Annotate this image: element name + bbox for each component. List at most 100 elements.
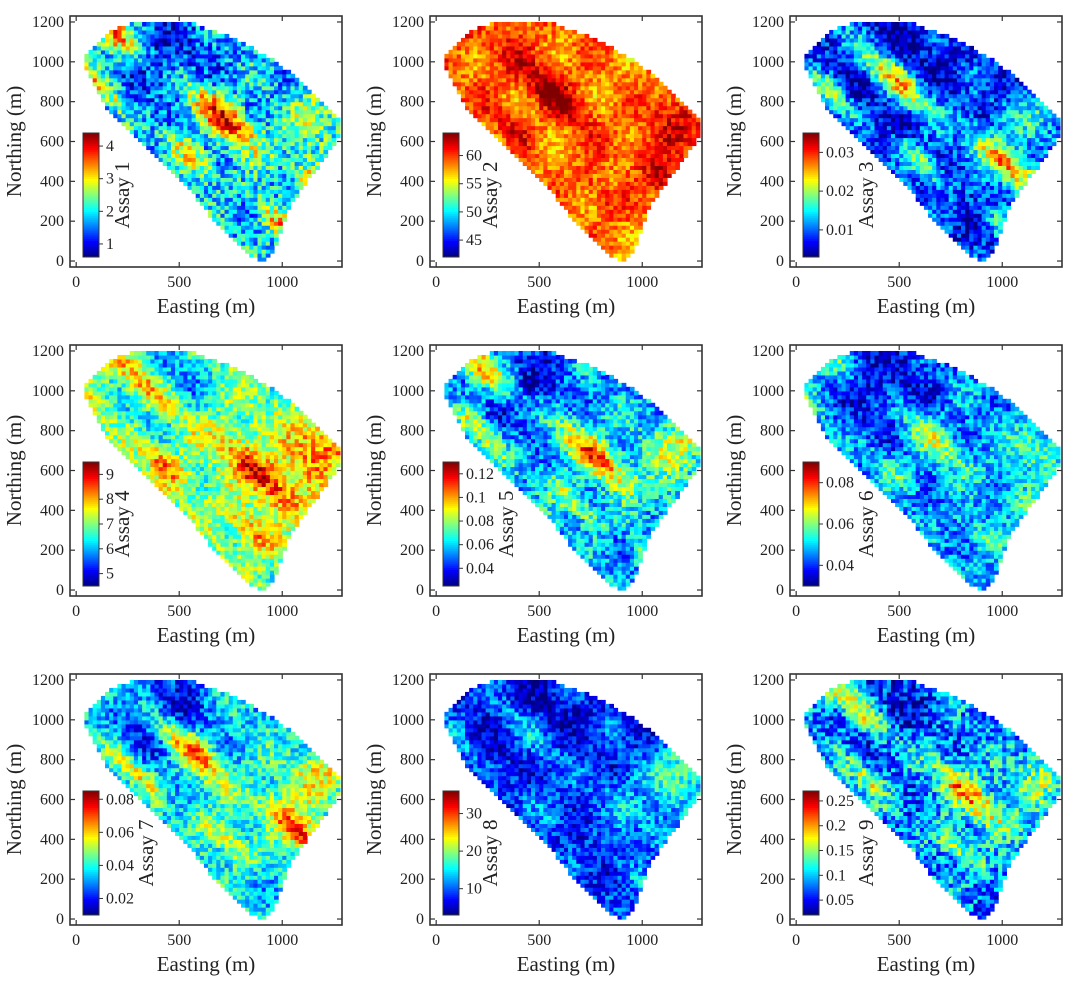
heatmap-cell	[874, 54, 879, 59]
heatmap-cell	[299, 86, 304, 91]
heatmap-cell	[556, 149, 561, 154]
heatmap-cell	[142, 70, 147, 75]
heatmap-cell	[233, 74, 238, 79]
heatmap-cell	[618, 221, 623, 226]
heatmap-cell	[527, 54, 532, 59]
heatmap-cell	[225, 82, 230, 87]
heatmap-cell	[262, 106, 267, 111]
heatmap-cell	[870, 30, 875, 35]
heatmap-cell	[494, 46, 499, 51]
heatmap-cell	[638, 110, 643, 115]
heatmap-cell	[543, 46, 548, 51]
heatmap-cell	[593, 82, 598, 87]
heatmap-cell	[229, 98, 234, 103]
heatmap-cell	[175, 90, 180, 95]
heatmap-cell	[679, 149, 684, 154]
heatmap-cell	[634, 74, 639, 79]
heatmap-cell	[163, 130, 168, 135]
heatmap-cell	[134, 98, 139, 103]
heatmap-cell	[249, 98, 254, 103]
heatmap-cell	[138, 114, 143, 119]
heatmap-cell	[134, 78, 139, 83]
heatmap-cell	[249, 221, 254, 226]
heatmap-cell	[613, 181, 618, 186]
heatmap-cell	[311, 165, 316, 170]
heatmap-cell	[278, 66, 283, 71]
heatmap-cell	[527, 70, 532, 75]
heatmap-cell	[282, 98, 287, 103]
heatmap-cell	[490, 118, 495, 123]
heatmap-cell	[461, 90, 466, 95]
heatmap-cell	[290, 165, 295, 170]
heatmap-cell	[212, 78, 217, 83]
heatmap-cell	[870, 22, 875, 27]
heatmap-cell	[179, 90, 184, 95]
heatmap-cell	[225, 78, 230, 83]
heatmap-cell	[519, 90, 524, 95]
heatmap-cell	[879, 98, 884, 103]
heatmap-cell	[245, 86, 250, 91]
heatmap-cell	[655, 173, 660, 178]
heatmap-cell	[307, 173, 312, 178]
heatmap-cell	[241, 229, 246, 234]
heatmap-cell	[613, 142, 618, 147]
heatmap-cell	[891, 142, 896, 147]
heatmap-cell	[130, 58, 135, 63]
heatmap-cell	[605, 66, 610, 71]
heatmap-cell	[846, 126, 851, 131]
heatmap-cell	[539, 177, 544, 182]
heatmap-cell	[237, 213, 242, 218]
heatmap-cell	[266, 169, 271, 174]
heatmap-cell	[97, 46, 102, 51]
heatmap-cell	[829, 78, 834, 83]
heatmap-cell	[295, 130, 300, 135]
heatmap-cell	[626, 189, 631, 194]
heatmap-cell	[494, 106, 499, 111]
heatmap-cell	[216, 185, 221, 190]
heatmap-cell	[204, 161, 209, 166]
heatmap-cell	[895, 54, 900, 59]
heatmap-cell	[605, 58, 610, 63]
heatmap-cell	[642, 114, 647, 119]
heatmap-cell	[572, 193, 577, 198]
heatmap-cell	[675, 161, 680, 166]
heatmap-cell	[519, 122, 524, 127]
heatmap-cell	[126, 70, 131, 75]
heatmap-cell	[258, 153, 263, 158]
heatmap-cell	[626, 237, 631, 242]
heatmap-cell	[134, 86, 139, 91]
heatmap-cell	[282, 185, 287, 190]
heatmap-cell	[163, 74, 168, 79]
heatmap-cell	[117, 114, 122, 119]
heatmap-cell	[253, 157, 258, 162]
heatmap-cell	[593, 42, 598, 47]
heatmap-cell	[813, 70, 818, 75]
heatmap-cell	[307, 106, 312, 111]
heatmap-cell	[846, 118, 851, 123]
heatmap-cell	[883, 90, 888, 95]
heatmap-cell	[204, 189, 209, 194]
heatmap-cell	[891, 74, 896, 79]
heatmap-cell	[618, 205, 623, 210]
heatmap-cell	[613, 74, 618, 79]
heatmap-cell	[159, 153, 164, 158]
heatmap-cell	[303, 114, 308, 119]
heatmap-cell	[638, 145, 643, 150]
heatmap-cell	[266, 201, 271, 206]
heatmap-cell	[842, 114, 847, 119]
heatmap-cell	[262, 185, 267, 190]
heatmap-cell	[237, 229, 242, 234]
heatmap-cell	[274, 142, 279, 147]
heatmap-cell	[237, 42, 242, 47]
heatmap-cell	[295, 157, 300, 162]
heatmap-cell	[837, 90, 842, 95]
heatmap-cell	[469, 66, 474, 71]
heatmap-cell	[642, 185, 647, 190]
heatmap-cell	[274, 181, 279, 186]
heatmap-cell	[126, 106, 131, 111]
heatmap-cell	[225, 161, 230, 166]
heatmap-cell	[270, 205, 275, 210]
heatmap-cell	[609, 126, 614, 131]
heatmap-cell	[282, 189, 287, 194]
heatmap-cell	[667, 169, 672, 174]
